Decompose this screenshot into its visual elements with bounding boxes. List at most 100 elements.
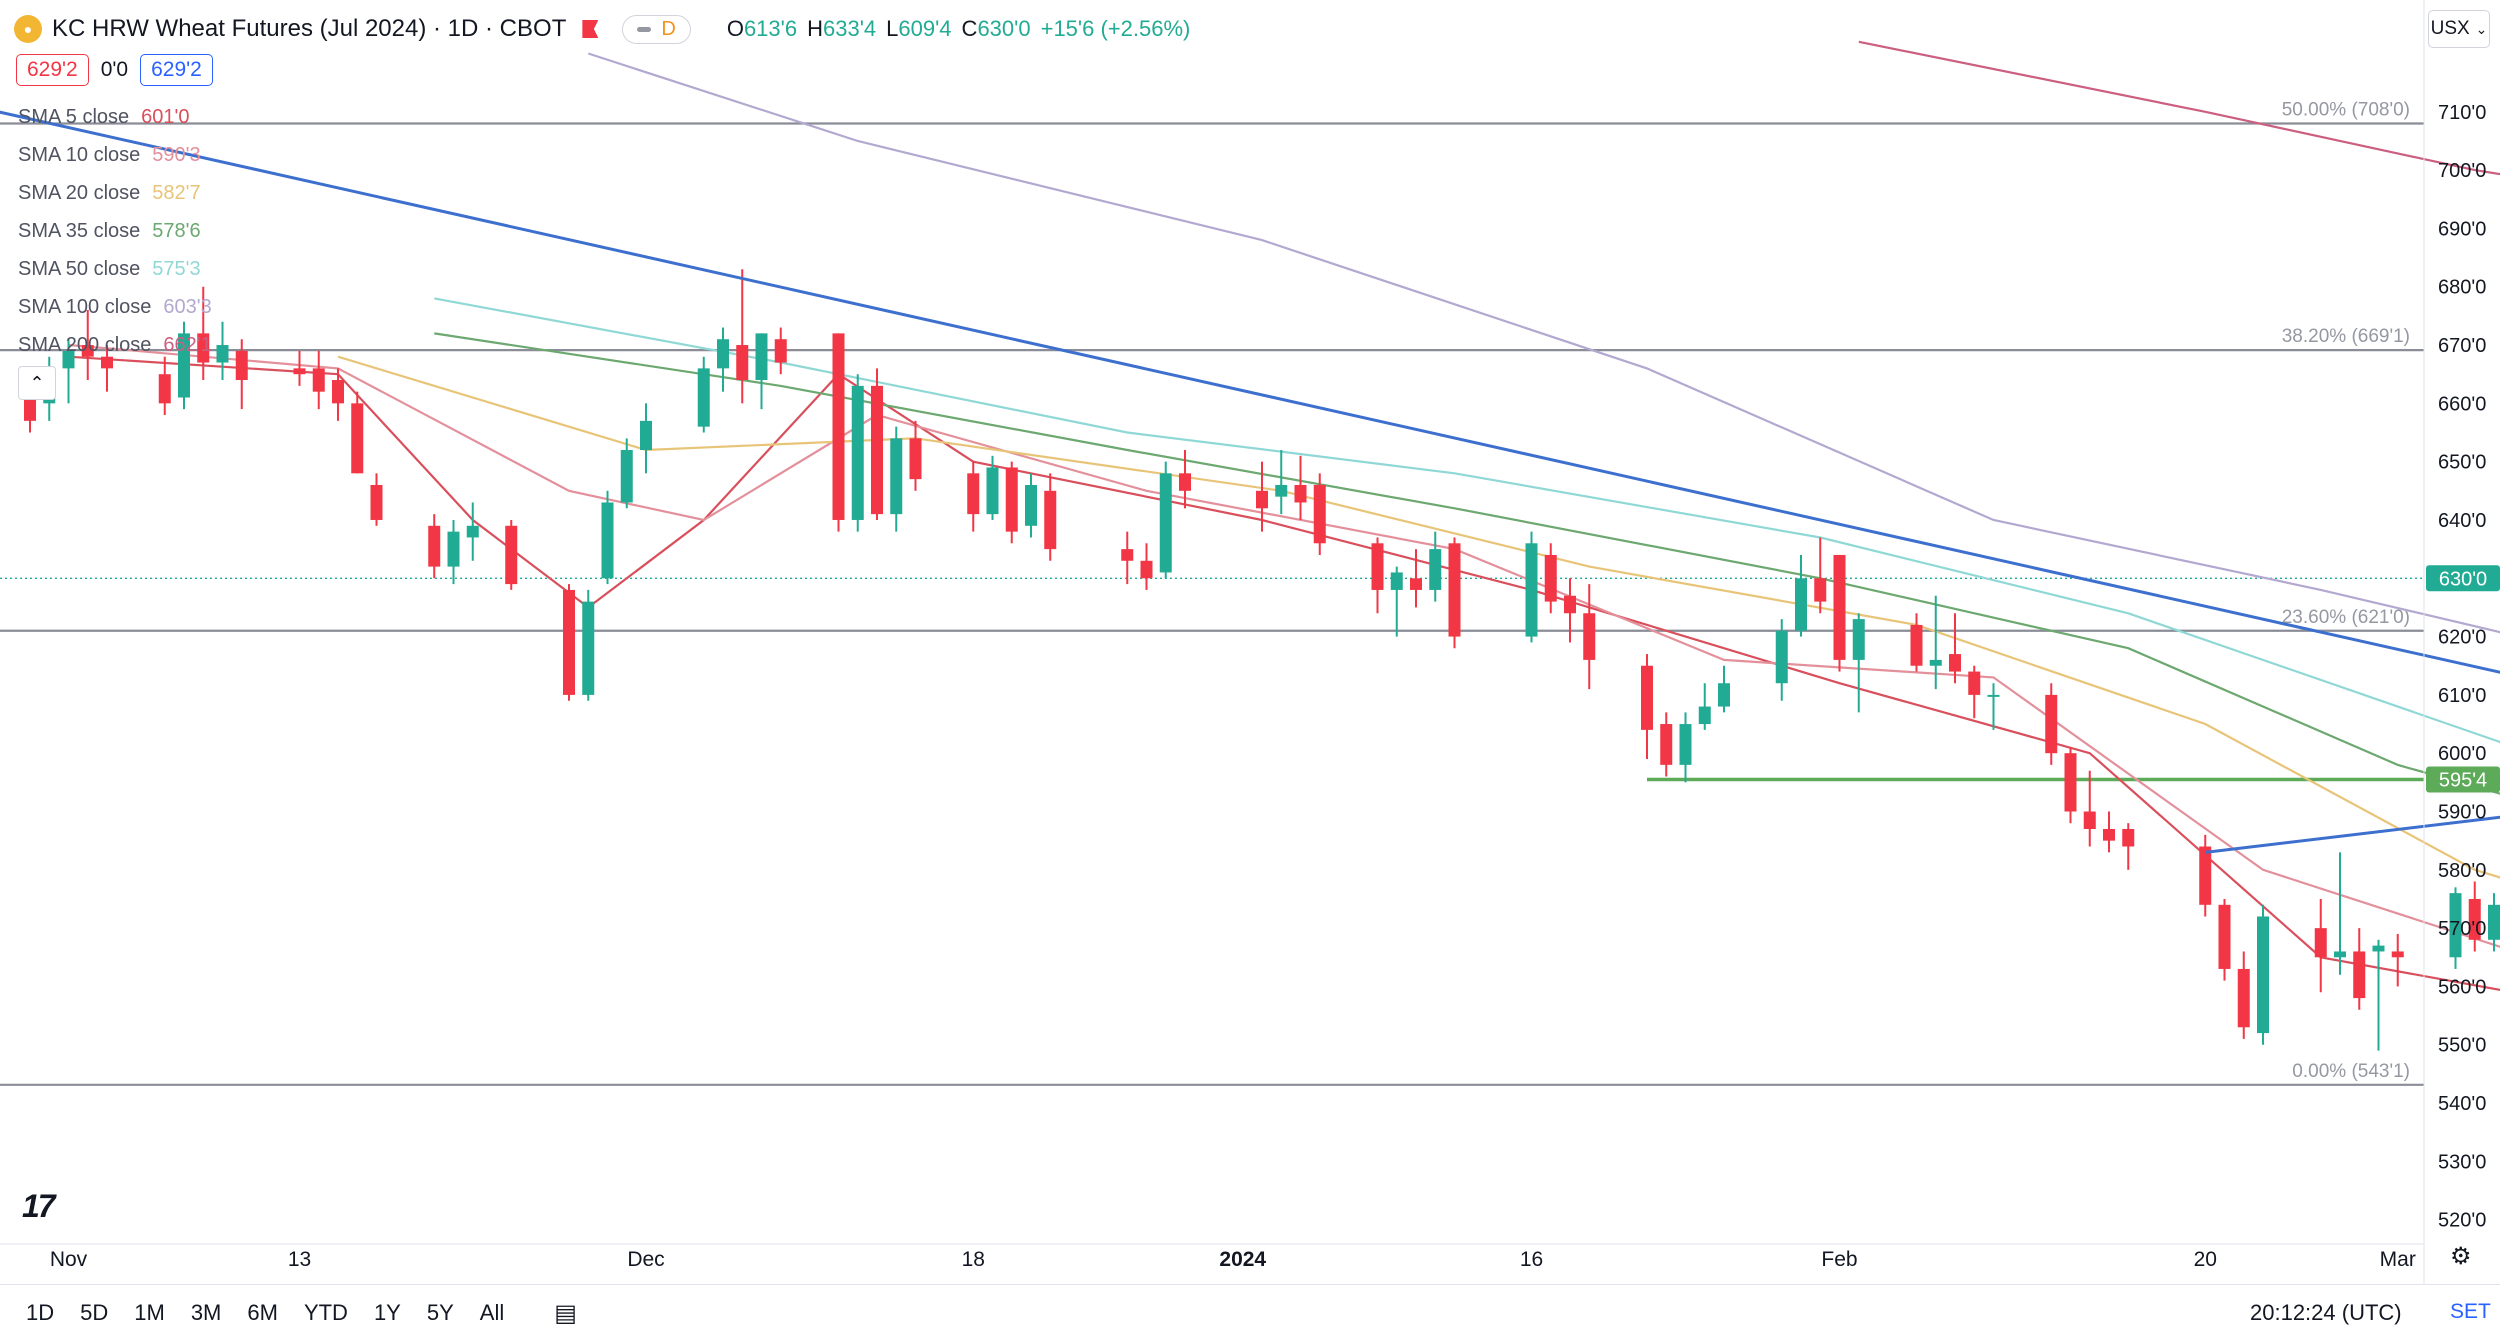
price-tick-label: 690'0 xyxy=(2438,218,2486,240)
candle-body xyxy=(505,526,517,584)
legend-item-sma50[interactable]: SMA 50 close 575'3 xyxy=(18,256,212,294)
currency-button[interactable]: USX⌄ xyxy=(2428,10,2490,48)
candle-body xyxy=(1834,555,1846,660)
candle-body xyxy=(1795,578,1807,630)
candle-body xyxy=(1526,543,1538,636)
data-status-badge[interactable]: D xyxy=(622,15,690,44)
trade-prices: 629'2 0'0 629'2 xyxy=(16,54,213,86)
legend-item-sma100[interactable]: SMA 100 close 603'3 xyxy=(18,294,212,332)
time-tick-label: 2024 xyxy=(1219,1248,1266,1271)
time-tick-label: 18 xyxy=(962,1248,985,1271)
price-tick-label: 590'0 xyxy=(2438,802,2486,824)
candle-body xyxy=(1449,543,1461,636)
price-tick-label: 560'0 xyxy=(2438,976,2486,998)
candle-body xyxy=(2353,951,2365,998)
range-button-5d[interactable]: 5D xyxy=(80,1300,108,1326)
chart-header: ● KC HRW Wheat Futures (Jul 2024) · 1D ·… xyxy=(14,12,1200,46)
range-button-1d[interactable]: 1D xyxy=(26,1300,54,1326)
candle-body xyxy=(640,421,652,450)
legend-label: SMA 5 close xyxy=(18,106,129,128)
ohlc-high-key: H xyxy=(807,16,823,42)
fibonacci-label: 23.60% (621'0) xyxy=(2282,607,2410,628)
candle-body xyxy=(1256,491,1268,508)
collapse-legend-button[interactable]: ⌃ xyxy=(18,366,56,400)
candle-body xyxy=(1372,543,1384,590)
candle-body xyxy=(1583,613,1595,660)
price-tick-label: 600'0 xyxy=(2438,743,2486,765)
range-button-5y[interactable]: 5Y xyxy=(427,1300,454,1326)
symbol-title[interactable]: KC HRW Wheat Futures (Jul 2024) · 1D · C… xyxy=(52,15,566,43)
range-button-3m[interactable]: 3M xyxy=(191,1300,222,1326)
candle-body xyxy=(236,351,248,380)
ohlc-open-value: 613'6 xyxy=(744,16,797,42)
time-tick-label: 16 xyxy=(1520,1248,1543,1271)
candle-body xyxy=(1025,485,1037,526)
last-price-tag: 630'0 xyxy=(2439,568,2487,590)
candle-body xyxy=(448,532,460,567)
range-button-6m[interactable]: 6M xyxy=(247,1300,278,1326)
range-button-1y[interactable]: 1Y xyxy=(374,1300,401,1326)
candle-body xyxy=(582,602,594,695)
legend-label: SMA 50 close xyxy=(18,258,140,280)
price-tick-label: 700'0 xyxy=(2438,160,2486,182)
price-tick-label: 710'0 xyxy=(2438,102,2486,124)
candle-body xyxy=(717,339,729,368)
range-button-all[interactable]: All xyxy=(480,1300,504,1326)
price-tick-label: 520'0 xyxy=(2438,1210,2486,1232)
range-button-ytd[interactable]: YTD xyxy=(304,1300,348,1326)
candle-body xyxy=(467,526,479,538)
candle-body xyxy=(910,438,922,479)
candle-body xyxy=(736,345,748,380)
sell-price-button[interactable]: 629'2 xyxy=(16,54,89,86)
gear-icon[interactable]: ⚙ xyxy=(2450,1242,2472,1271)
candle-body xyxy=(1275,485,1287,497)
time-tick-label: Dec xyxy=(627,1248,664,1271)
spread-value: 0'0 xyxy=(101,58,128,82)
candle-body xyxy=(2045,695,2057,753)
candle-body xyxy=(563,590,575,695)
price-tick-label: 620'0 xyxy=(2438,627,2486,649)
candle-body xyxy=(1295,485,1307,502)
wheat-symbol-icon[interactable]: ● xyxy=(14,15,42,43)
candle-body xyxy=(217,345,229,362)
calendar-goto-icon[interactable]: ▤ xyxy=(554,1299,577,1328)
candle-body xyxy=(1179,473,1191,490)
candle-body xyxy=(1660,724,1672,765)
price-change: +15'6 (+2.56%) xyxy=(1041,16,1191,42)
candle-body xyxy=(1853,619,1865,660)
settlement-toggle[interactable]: SET xyxy=(2450,1300,2491,1324)
candle-body xyxy=(987,467,999,514)
legend-label: SMA 100 close xyxy=(18,296,151,318)
candle-body xyxy=(371,485,383,520)
candle-body xyxy=(1044,491,1056,549)
buy-price-button[interactable]: 629'2 xyxy=(140,54,213,86)
candle-body xyxy=(1776,631,1788,683)
time-tick-label: Mar xyxy=(2380,1248,2416,1271)
legend-value: 575'3 xyxy=(152,258,200,280)
candle-body xyxy=(1680,724,1692,765)
chart-canvas[interactable]: 50.00% (708'0)38.20% (669'1)23.60% (621'… xyxy=(0,0,2500,1284)
flag-icon[interactable] xyxy=(582,20,598,38)
candle-body xyxy=(294,368,306,374)
candle-body xyxy=(833,333,845,520)
range-button-1m[interactable]: 1M xyxy=(134,1300,165,1326)
utc-clock[interactable]: 20:12:24 (UTC) xyxy=(2250,1300,2402,1326)
time-tick-label: Nov xyxy=(50,1248,88,1271)
candle-body xyxy=(1391,572,1403,589)
chevron-up-icon: ⌃ xyxy=(29,373,44,394)
support-level-tag: 595'4 xyxy=(2439,769,2487,791)
candle-body xyxy=(1930,660,1942,666)
candle-body xyxy=(621,450,633,502)
price-tick-label: 670'0 xyxy=(2438,335,2486,357)
legend-value: 603'3 xyxy=(163,296,211,318)
price-tick-label: 580'0 xyxy=(2438,860,2486,882)
tradingview-logo[interactable]: 17 xyxy=(22,1188,54,1225)
candle-body xyxy=(1564,596,1576,613)
candle-body xyxy=(2334,951,2346,957)
